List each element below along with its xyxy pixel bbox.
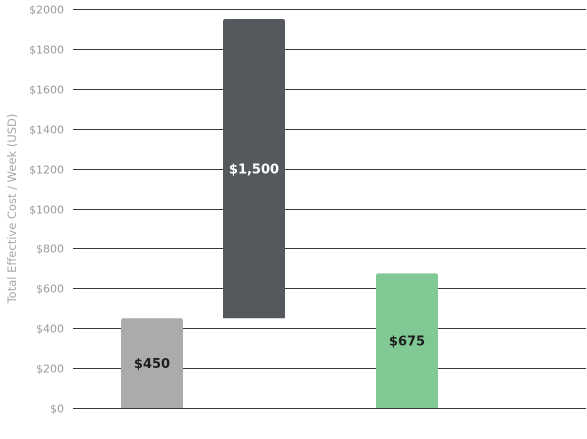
bar-1 bbox=[121, 318, 183, 408]
y-tick-label: $1800 bbox=[29, 44, 64, 57]
y-tick-label: $1400 bbox=[29, 124, 64, 137]
bar-3-value-label: $675 bbox=[389, 335, 425, 350]
y-tick-label: $400 bbox=[36, 323, 64, 336]
y-axis-label: Total Effective Cost / Week (USD) bbox=[5, 114, 19, 305]
bar-2-value-label: $1,500 bbox=[229, 163, 279, 178]
bar-1-value-label: $450 bbox=[134, 357, 170, 372]
y-tick-label: $600 bbox=[36, 283, 64, 296]
y-tick-label: $1200 bbox=[29, 164, 64, 177]
y-tick-label: $200 bbox=[36, 363, 64, 376]
y-axis-ticks: $0 $200 $400 $600 $800 $1000 $1200 $1400 $1600 $1… bbox=[29, 4, 64, 416]
y-tick-label: $0 bbox=[50, 403, 64, 416]
bars: $450 $1,500 $675 bbox=[121, 18, 438, 408]
y-tick-label: $800 bbox=[36, 243, 64, 256]
y-tick-label: $2000 bbox=[29, 4, 64, 17]
bar-2 bbox=[223, 18, 285, 319]
y-tick-label: $1000 bbox=[29, 204, 64, 217]
bar-3 bbox=[376, 273, 438, 408]
y-tick-label: $1600 bbox=[29, 84, 64, 97]
